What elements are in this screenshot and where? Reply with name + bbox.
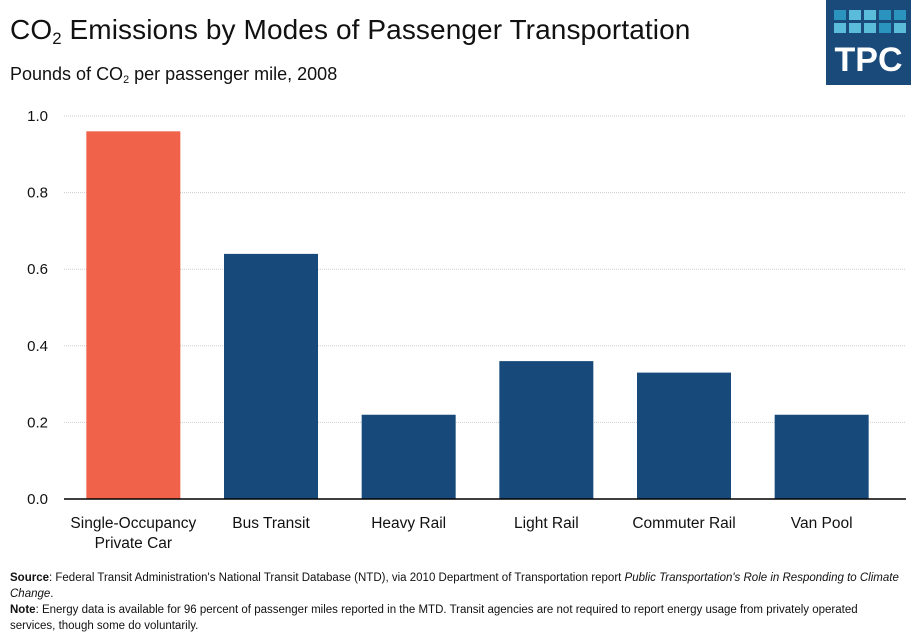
bar (774, 414, 869, 499)
y-axis-ticks: 0.0 0.2 0.4 0.6 0.8 1.0 (27, 108, 48, 508)
source-note: Source: Federal Transit Administration's… (10, 570, 905, 602)
gridlines (64, 115, 906, 423)
bar (499, 361, 594, 499)
logo-text: TPC (834, 41, 903, 79)
x-tick-label: Bus Transit (232, 515, 310, 532)
title-text-rest: Emissions by Modes of Passenger Transpor… (61, 14, 691, 45)
title-subscript: 2 (52, 29, 62, 49)
source-text: : Federal Transit Administration's Natio… (49, 572, 625, 584)
x-tick-label: Light Rail (514, 515, 579, 532)
x-tick-label: Private Car (95, 535, 173, 552)
logo-grid-icon (834, 10, 906, 33)
chart-title: CO2 Emissions by Modes of Passenger Tran… (10, 14, 690, 49)
tpc-logo: TPC (826, 0, 911, 85)
footer: Source: Federal Transit Administration's… (10, 570, 905, 634)
note-label: Note (10, 604, 36, 616)
x-axis-labels: Single-Occupancy Private Car Bus Transit He… (70, 515, 852, 552)
note-text: : Energy data is available for 96 percen… (10, 604, 858, 632)
y-tick-label: 0.6 (27, 261, 48, 278)
y-tick-label: 0.0 (27, 491, 48, 508)
y-tick-label: 0.4 (27, 338, 48, 355)
subtitle-text: Pounds of CO (10, 64, 124, 84)
source-end: . (50, 588, 54, 600)
chart-subtitle: Pounds of CO2 per passenger mile, 2008 (10, 64, 337, 86)
source-report-title: Public Transportation's Role in Respondi… (10, 572, 899, 600)
bars (86, 131, 869, 499)
bar (637, 372, 731, 499)
subtitle-subscript: 2 (123, 74, 130, 87)
y-tick-label: 1.0 (27, 108, 48, 125)
x-tick-label: Commuter Rail (632, 515, 735, 532)
title-text: CO (10, 14, 53, 45)
bar-chart: 0.0 0.2 0.4 0.6 0.8 1.0 Single-Occupancy Priva… (27, 108, 906, 552)
x-tick-label: Single-Occupancy (70, 515, 196, 532)
note: Note: Energy data is available for 96 pe… (10, 602, 905, 634)
y-tick-label: 0.2 (27, 414, 48, 431)
source-label: Source (10, 572, 49, 584)
x-tick-label: Van Pool (791, 515, 853, 532)
bar (361, 414, 456, 499)
bar (86, 131, 181, 499)
x-tick-label: Heavy Rail (371, 515, 446, 532)
y-tick-label: 0.8 (27, 185, 48, 202)
bar (224, 253, 318, 499)
subtitle-text-rest: per passenger mile, 2008 (129, 64, 338, 84)
